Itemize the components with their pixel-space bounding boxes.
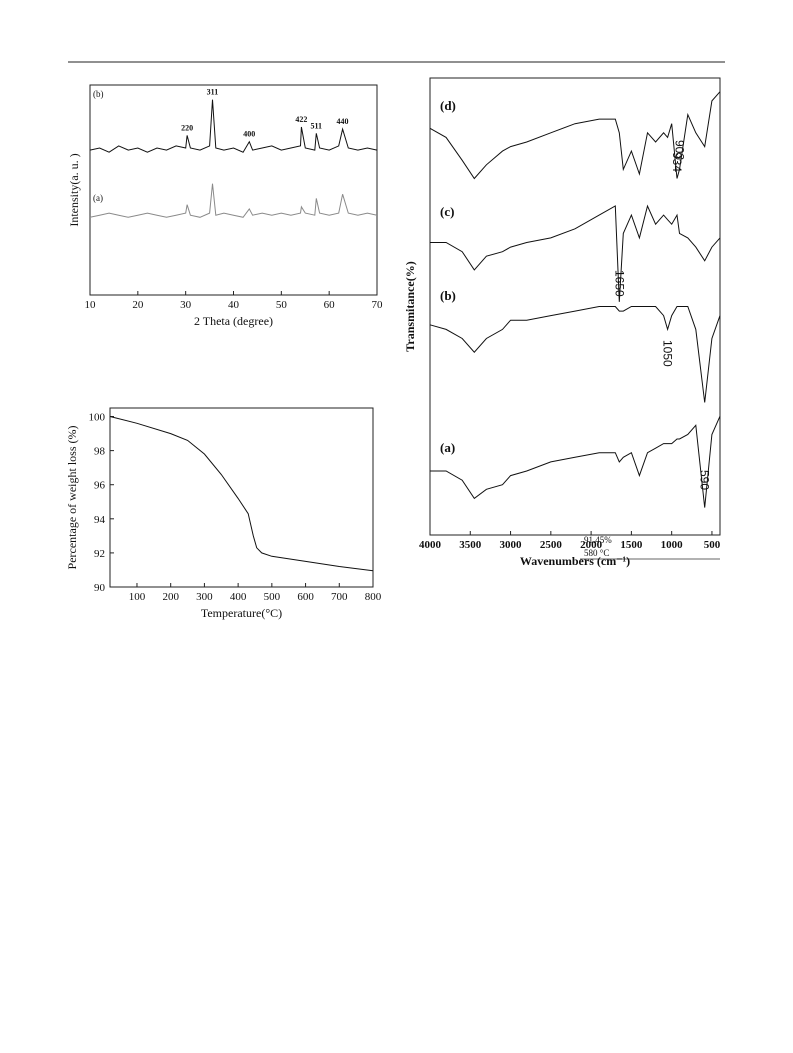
series-label: (b) [440,288,456,303]
peak-label: 903 [672,140,686,160]
x-tick-label: 1000 [661,539,684,551]
x-tick-label: 100 [129,591,146,603]
x-tick-label: 3000 [500,539,523,551]
x-tick-label: 2000 [580,539,603,551]
data-line [430,204,721,302]
peak-label: 511 [310,121,322,130]
series-label: (a) [93,193,103,203]
peak-label: 590 [698,470,712,490]
data-line [429,306,721,403]
x-tick-label: 300 [196,591,213,603]
x-tick-label: 20 [132,299,144,311]
x-tick-label: 500 [264,591,281,603]
y-axis-label: Transmitance(%) [403,261,417,351]
x-tick-label: 70 [372,299,384,311]
x-tick-label: 700 [331,591,348,603]
x-tick-label: 400 [230,591,247,603]
annotation: 580 °C [584,548,609,558]
peak-label: 1650 [612,270,626,297]
x-axis-label: Wavenumbers (cm⁻¹) [520,554,630,568]
series-label: (b) [93,89,104,99]
x-tick-label: 500 [704,539,721,551]
peak-label: 311 [207,88,219,97]
y-axis-label: Percentage of weight loss (%) [65,426,79,570]
x-tick-label: 10 [85,299,97,311]
series-label: (a) [440,440,455,455]
annotation: 91.45% [584,535,612,545]
series-label: (c) [440,204,454,219]
plot-frame [89,84,378,296]
x-tick-label: 4000 [419,539,442,551]
x-tick-label: 1500 [620,539,643,551]
plot-frame [429,77,721,536]
x-axis-label: Temperature(°C) [201,606,282,620]
x-tick-label: 2500 [540,539,563,551]
y-tick-label: 96 [94,480,106,492]
x-axis-label: 2 Theta (degree) [194,314,273,328]
peak-label: 440 [337,117,349,126]
data-line [430,415,721,508]
peak-label: 934 [670,152,684,172]
series-label: (d) [440,98,456,113]
peak-label: 1050 [661,340,675,367]
y-tick-label: 100 [89,412,106,424]
data-line [109,416,374,572]
x-tick-label: 200 [162,591,179,603]
y-tick-label: 92 [94,548,105,560]
x-tick-label: 50 [276,299,288,311]
plot-frame [109,407,374,588]
x-tick-label: 40 [228,299,240,311]
x-tick-label: 600 [297,591,314,603]
y-tick-label: 98 [94,446,106,458]
x-tick-label: 800 [365,591,382,603]
data-line [89,183,378,218]
peak-label: 220 [181,123,193,132]
peak-label: 422 [295,115,307,124]
y-tick-label: 94 [94,514,106,526]
x-tick-label: 30 [180,299,192,311]
y-axis-label: Intensity(a. u. ) [67,153,81,226]
data-line [89,99,378,153]
x-tick-label: 60 [324,299,336,311]
data-line [429,91,721,180]
peak-label: 400 [243,130,255,139]
x-tick-label: 3500 [459,539,482,551]
y-tick-label: 90 [94,582,106,594]
